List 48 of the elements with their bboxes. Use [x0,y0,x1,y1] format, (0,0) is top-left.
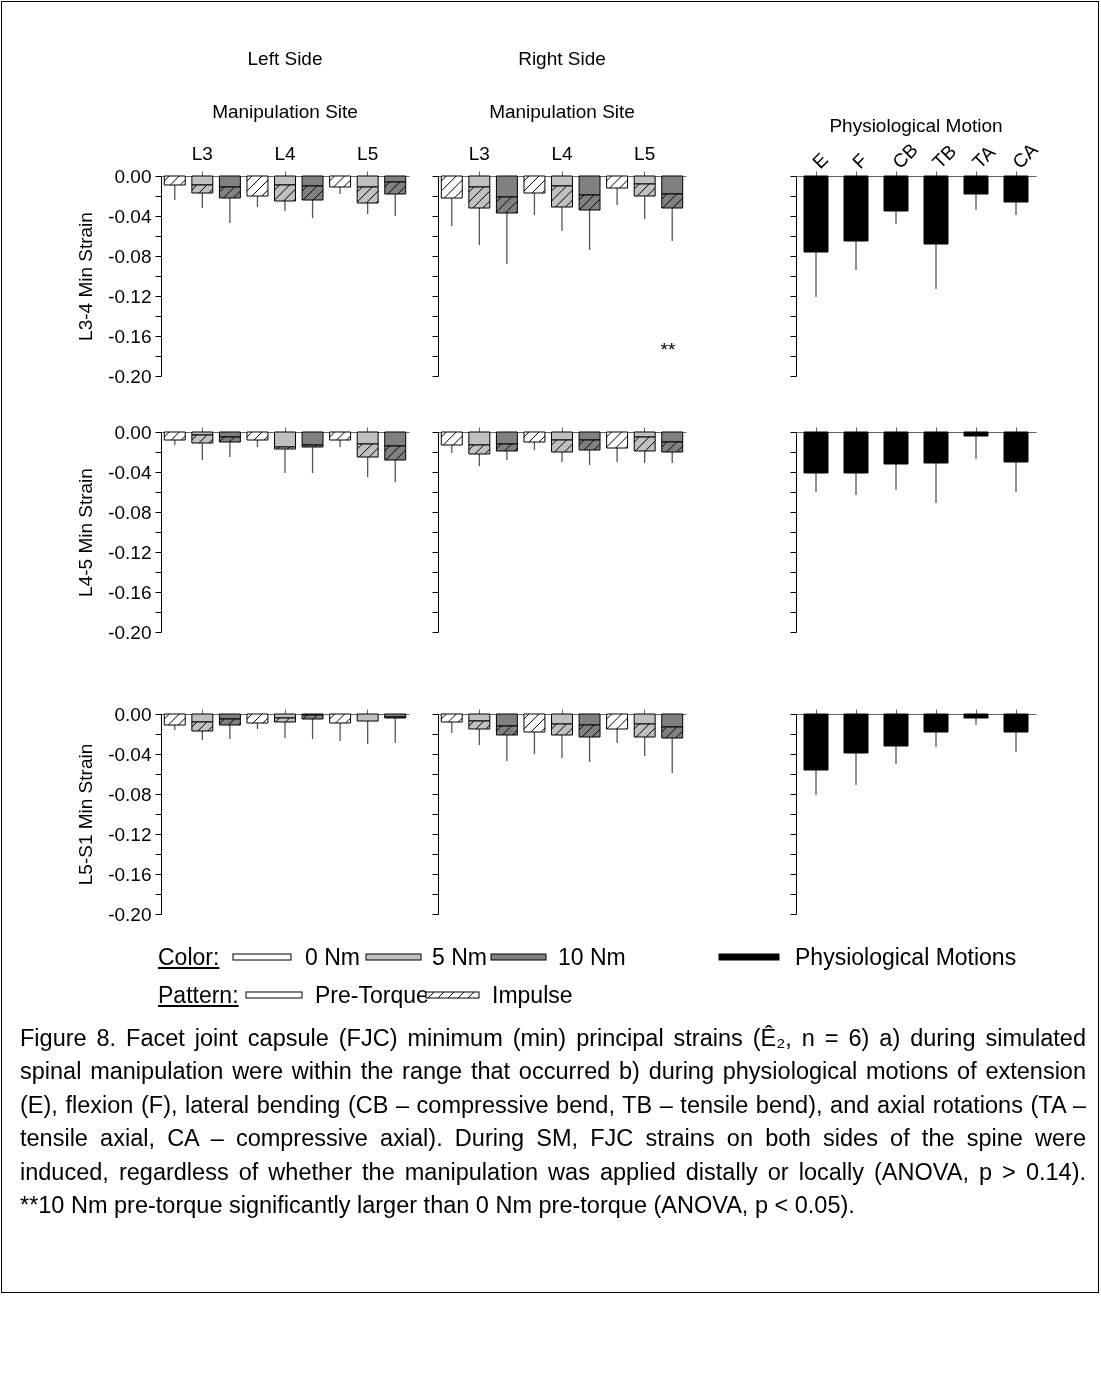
y-tick-label: -0.12 [108,541,152,563]
y-tick-label: 0.00 [114,421,152,443]
text: Pre-Torque [315,982,429,1008]
chart-subtitle: Manipulation Site [212,101,358,122]
text: 10 Nm [558,944,626,970]
x-tick-label: L4 [274,142,296,164]
x-tick-label: CB [888,139,922,173]
y-tick-label: -0.16 [108,325,152,347]
y-tick-label: -0.04 [108,205,152,227]
x-tick-label: F [848,149,872,173]
annotation: ** [660,339,676,360]
chart-subtitle: Manipulation Site [489,101,635,122]
y-tick-label: -0.08 [108,501,152,523]
y-axis-title: L5-S1 Min Strain [75,743,97,886]
text: Color: [158,944,220,970]
x-tick-label: L4 [551,142,573,164]
chart-title: Left Side [247,48,323,69]
y-tick-label: -0.20 [108,903,152,925]
text: Impulse [492,982,573,1008]
text: 5 Nm [432,944,487,970]
x-tick-label: TB [928,140,961,173]
y-tick-label: -0.12 [108,823,152,845]
y-tick-label: 0.00 [114,703,152,725]
y-tick-label: -0.08 [108,245,152,267]
text: Physiological Motions [795,944,1017,970]
x-tick-label: L5 [357,142,379,164]
y-tick-label: -0.04 [108,743,152,765]
chart-title: Right Side [518,48,606,69]
x-tick-label: L3 [468,142,490,164]
x-tick-label: E [808,148,833,173]
x-tick-label: L3 [191,142,213,164]
y-axis-title: L4-5 Min Strain [75,468,97,597]
caption: Figure 8. Facet joint capsule (FJC) minimum (min) principal strains (Ê₂, n = 6) a) during simulated spinal manipulation were within the range that occurred b) during physiological motions of extension (E), flexion (F), lateral bending (CB – compressive bend, TB – tensile bend), and axial rotations (TA – tensile axial, CA – compressive axial). During SM, FJC strains on both sides of the spine were induced, regardless of whether the manipulation was applied distally or locally (ANOVA, p > 0.14). **10 Nm pre-torque significantly larger than 0 Nm pre-torque (ANOVA, p < 0.05). [20,1024,1086,1221]
text: Pattern: [158,982,239,1008]
y-tick-label: -0.04 [108,461,152,483]
chart-title: Physiological Motion [829,114,1003,136]
y-tick-label: -0.20 [108,365,152,387]
y-tick-label: -0.16 [108,863,152,885]
y-tick-label: -0.20 [108,621,152,643]
text: 0 Nm [305,944,360,970]
y-tick-label: -0.16 [108,581,152,603]
x-tick-label: CA [1008,138,1042,173]
y-tick-label: -0.08 [108,783,152,805]
y-tick-label: 0.00 [114,165,152,187]
x-tick-label: TA [968,141,1000,173]
x-tick-label: L5 [634,142,656,164]
y-tick-label: -0.12 [108,285,152,307]
y-axis-title: L3-4 Min Strain [75,212,97,341]
